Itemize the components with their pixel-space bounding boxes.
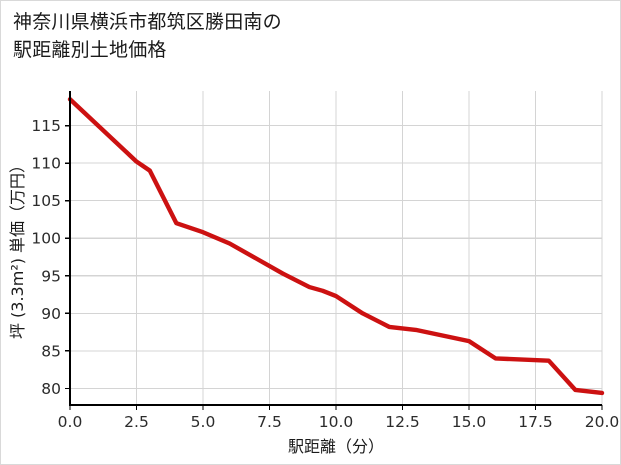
price-line-series bbox=[67, 97, 605, 396]
svg-text:12.5: 12.5 bbox=[385, 413, 420, 431]
svg-text:85: 85 bbox=[41, 342, 61, 360]
vertical-gridlines bbox=[69, 91, 603, 405]
x-axis-title: 駅距離（分） bbox=[288, 437, 384, 456]
svg-text:0.0: 0.0 bbox=[58, 413, 83, 431]
svg-text:80: 80 bbox=[41, 380, 61, 398]
y-axis-tick-labels: 80 85 90 95 100 105 110 115 bbox=[31, 117, 61, 398]
svg-text:90: 90 bbox=[41, 305, 61, 323]
svg-text:10.0: 10.0 bbox=[319, 413, 354, 431]
svg-text:110: 110 bbox=[31, 155, 61, 173]
y-axis-title: 坪 (3.3m²) 単価（万円） bbox=[8, 157, 27, 339]
svg-text:115: 115 bbox=[31, 117, 61, 135]
x-axis-tick-labels: 0.0 2.5 5.0 7.5 10.0 12.5 15.0 17.5 20.0 bbox=[58, 413, 620, 431]
svg-text:95: 95 bbox=[41, 267, 61, 285]
svg-text:5.0: 5.0 bbox=[191, 413, 216, 431]
page-title: 神奈川県横浜市都筑区勝田南の 駅距離別土地価格 bbox=[13, 11, 282, 61]
svg-text:7.5: 7.5 bbox=[257, 413, 282, 431]
svg-text:20.0: 20.0 bbox=[585, 413, 620, 431]
svg-text:17.5: 17.5 bbox=[518, 413, 553, 431]
svg-text:2.5: 2.5 bbox=[124, 413, 149, 431]
svg-text:100: 100 bbox=[31, 230, 61, 248]
svg-text:15.0: 15.0 bbox=[452, 413, 487, 431]
svg-text:105: 105 bbox=[31, 192, 61, 210]
